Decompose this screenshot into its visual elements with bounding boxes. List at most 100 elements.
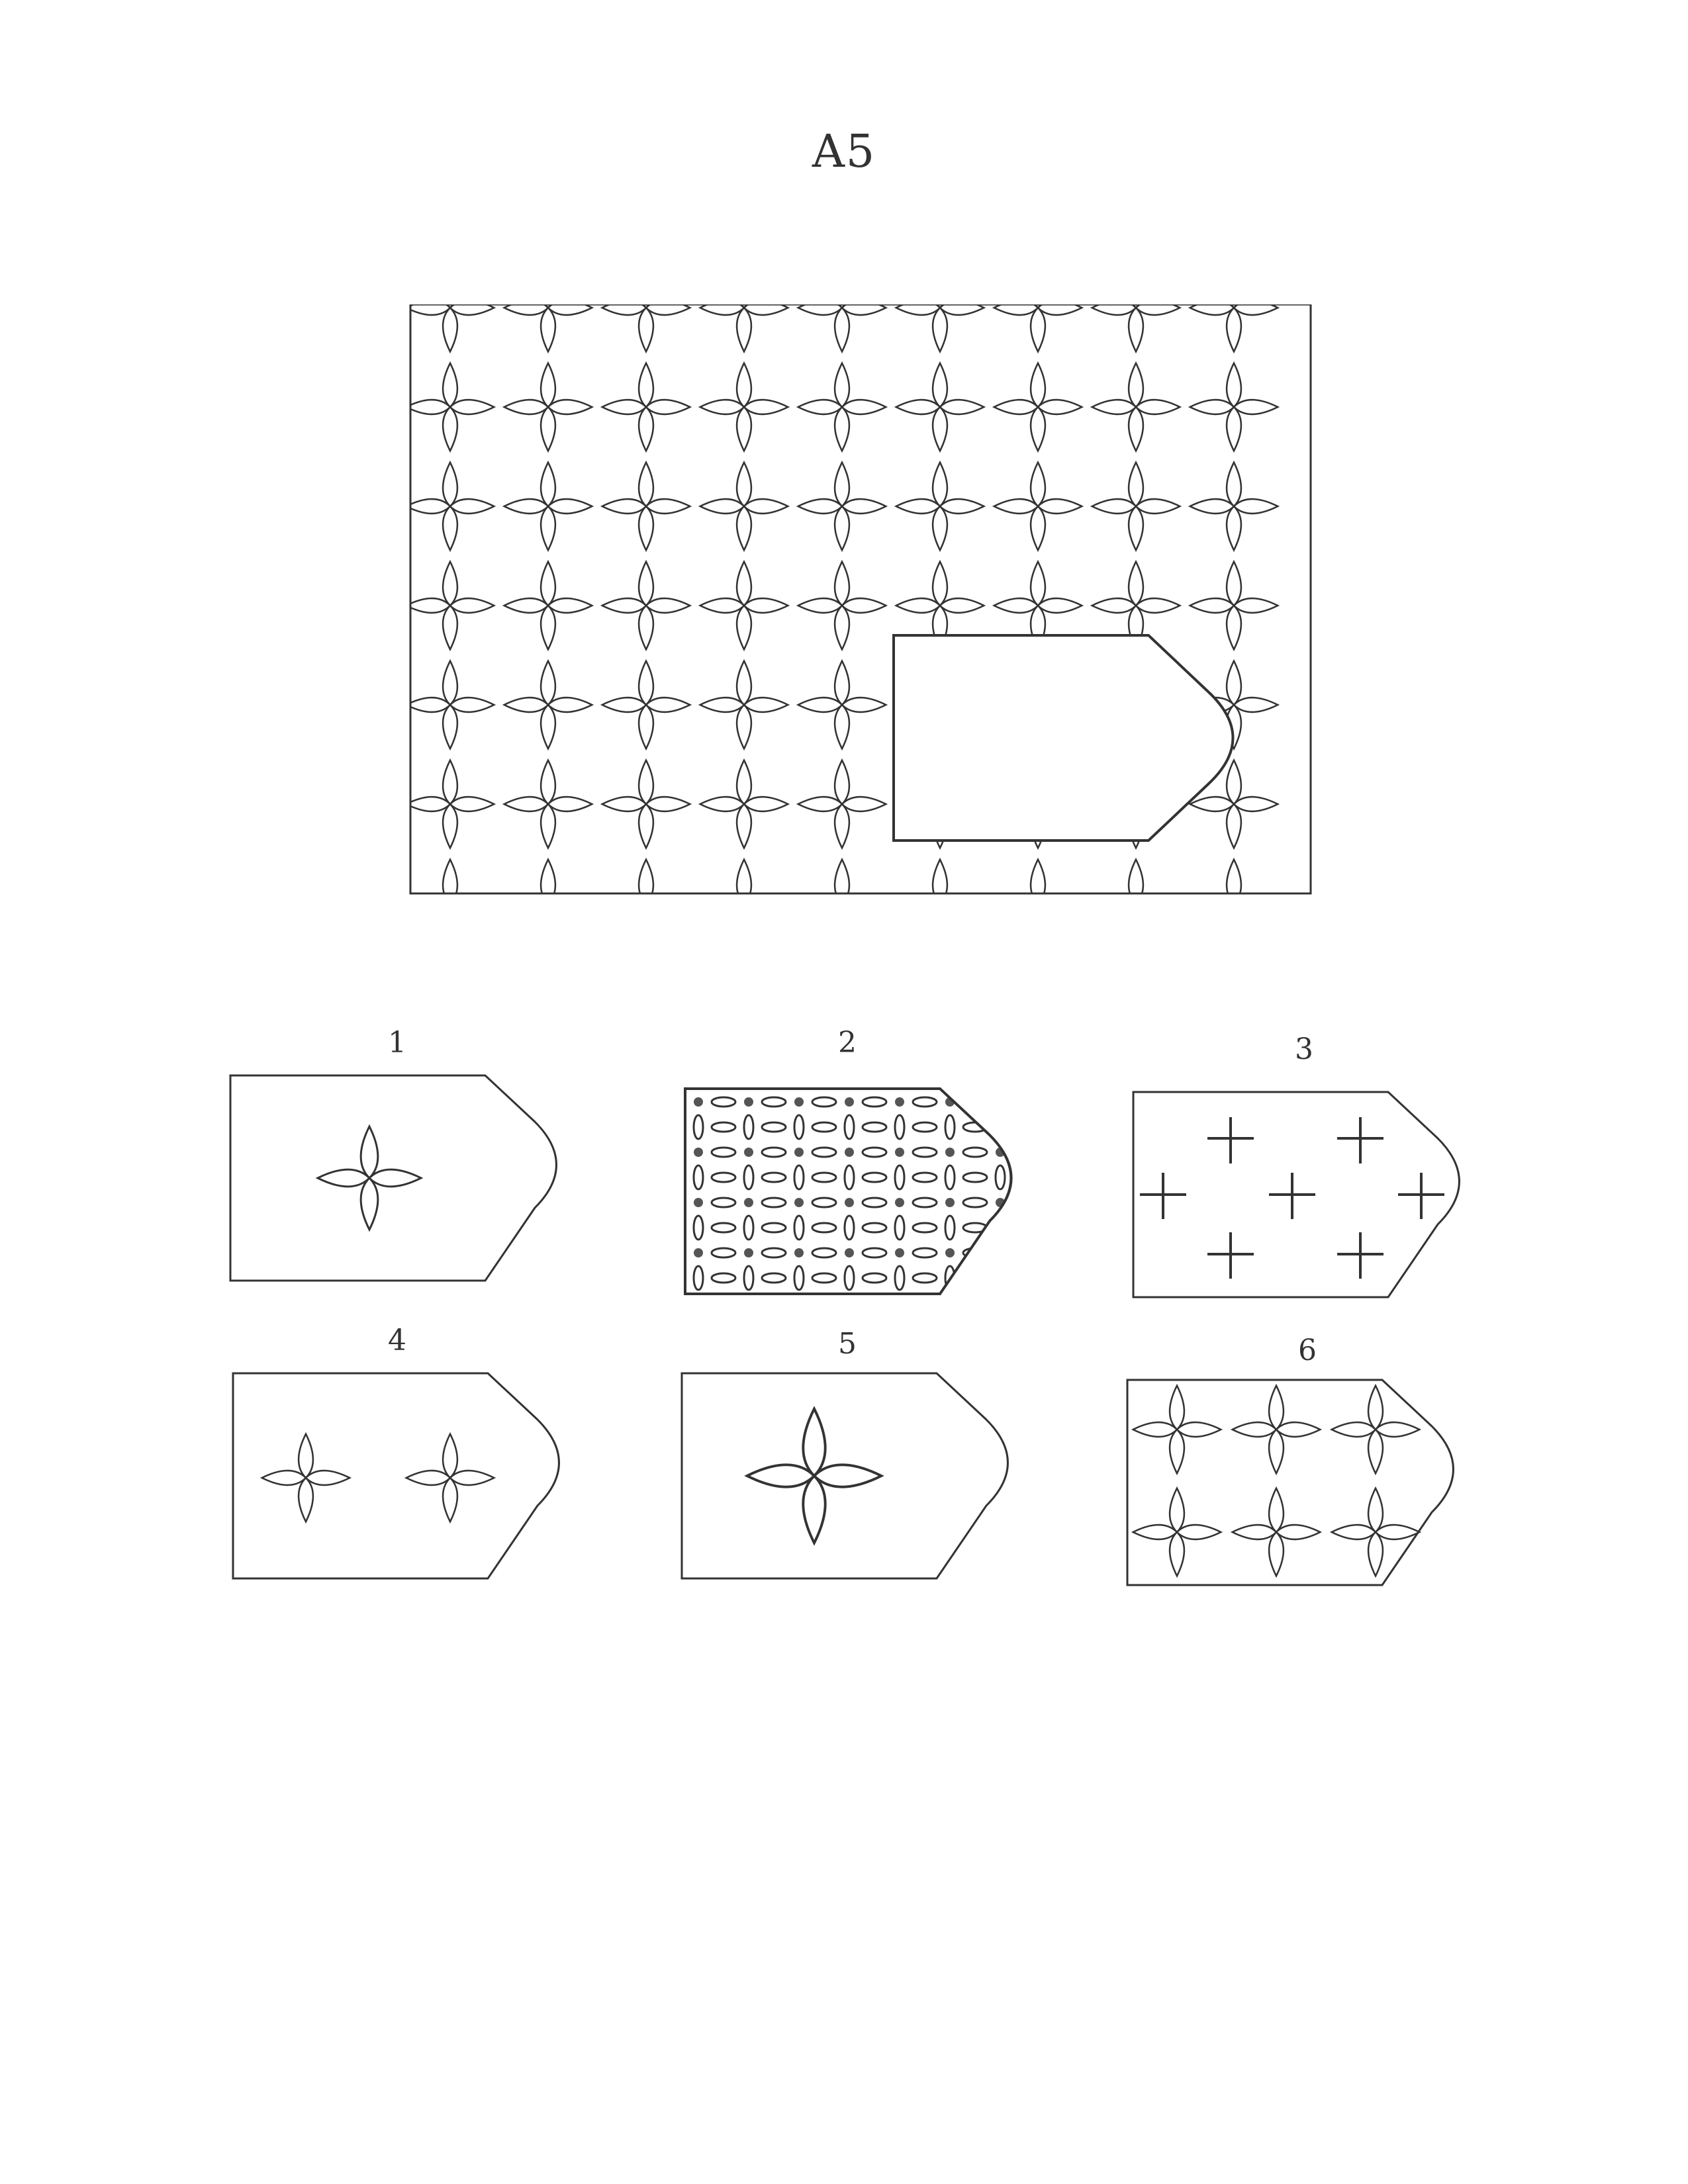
petal-mark — [861, 1197, 888, 1208]
petal-mark — [761, 1272, 787, 1284]
petal-mark — [743, 1265, 755, 1291]
flower-icon — [601, 362, 691, 452]
flower-icon — [993, 461, 1083, 551]
petal-mark — [861, 1222, 888, 1234]
petal-mark — [963, 1298, 987, 1308]
petal-mark — [994, 1114, 1006, 1140]
petal-mark — [994, 1265, 1006, 1291]
option-1[interactable] — [229, 1074, 575, 1287]
petal-mark — [811, 1146, 837, 1158]
option-3[interactable] — [1132, 1091, 1477, 1304]
dot-mark — [996, 1298, 1005, 1308]
flower-icon — [503, 561, 593, 651]
petal-mark — [962, 1146, 988, 1158]
flower-icon — [410, 304, 495, 353]
page-title: A5 — [812, 126, 876, 178]
petal-mark — [861, 1272, 888, 1284]
petal-mark — [994, 1164, 1006, 1191]
dot-mark — [895, 1097, 904, 1107]
flower-icon — [993, 362, 1083, 452]
option-6-label: 6 — [1298, 1334, 1317, 1367]
petal-mark — [793, 1265, 805, 1291]
petal-mark — [843, 1265, 855, 1291]
dot-mark — [945, 1148, 955, 1157]
petal-mark — [944, 1164, 956, 1191]
flower-icon — [993, 304, 1083, 353]
cross-pattern — [1140, 1117, 1444, 1279]
dot-mark — [996, 1248, 1005, 1257]
main-pattern-figure — [409, 304, 1312, 895]
petal-mark — [762, 1298, 786, 1308]
dot-mark — [794, 1198, 804, 1207]
petal-mark — [712, 1298, 735, 1308]
flower-icon — [410, 461, 495, 551]
flower-icon — [797, 304, 887, 353]
flower-icon — [1132, 1385, 1222, 1475]
petal-mark — [692, 1214, 704, 1241]
petal-mark — [913, 1298, 937, 1308]
flower-icon — [1331, 1385, 1421, 1475]
dot-mark — [895, 1248, 904, 1257]
dot-mark — [794, 1097, 804, 1107]
flower-icon — [895, 362, 985, 452]
dot-mark — [744, 1148, 753, 1157]
petal-mark — [761, 1121, 787, 1133]
flower-icon — [699, 561, 789, 651]
petal-mark — [843, 1214, 855, 1241]
option-3-label: 3 — [1295, 1032, 1313, 1066]
flower-icon — [503, 759, 593, 849]
option-4-label: 4 — [388, 1324, 406, 1357]
dot-mark — [744, 1298, 753, 1308]
option-6[interactable] — [1126, 1379, 1472, 1592]
petal-mark — [912, 1272, 938, 1284]
dot-mark — [744, 1097, 753, 1107]
flower-icon — [1189, 461, 1279, 551]
petal-mark — [912, 1121, 938, 1133]
flower-icon — [1132, 1487, 1222, 1577]
petal-mark — [912, 1197, 938, 1208]
flower-icon — [405, 1433, 495, 1523]
petal-mark — [944, 1214, 956, 1241]
flower-icon — [261, 1433, 351, 1523]
petal-mark — [962, 1096, 988, 1108]
dot-mark — [945, 1198, 955, 1207]
petal-mark — [761, 1146, 787, 1158]
flower-icon — [601, 660, 691, 750]
flower-icon — [797, 660, 887, 750]
dot-mark — [744, 1198, 753, 1207]
flower-icon — [797, 561, 887, 651]
option-1-label: 1 — [388, 1026, 406, 1060]
dot-mark — [895, 1148, 904, 1157]
petal-mark — [692, 1164, 704, 1191]
flower-icon — [1189, 304, 1279, 353]
dot-mark — [945, 1248, 955, 1257]
missing-piece-hole[interactable] — [892, 634, 1235, 842]
option-2[interactable] — [684, 1087, 1029, 1300]
petal-mark — [912, 1096, 938, 1108]
petal-mark — [812, 1298, 836, 1308]
petal-mark — [811, 1197, 837, 1208]
petal-mark — [761, 1171, 787, 1183]
petal-mark — [743, 1114, 755, 1140]
flower-icon — [797, 461, 887, 551]
dot-mark — [845, 1097, 854, 1107]
flower-icon — [699, 759, 789, 849]
petal-mark — [692, 1114, 704, 1140]
flower-icon — [1189, 362, 1279, 452]
petal-mark — [894, 1164, 906, 1191]
petal-mark — [793, 1214, 805, 1241]
petal-mark — [863, 1298, 886, 1308]
petal-mark — [912, 1247, 938, 1259]
petal-mark — [944, 1114, 956, 1140]
dot-mark — [945, 1298, 955, 1308]
petal-mark — [761, 1096, 787, 1108]
option-2-label: 2 — [838, 1026, 857, 1060]
flower-icon — [410, 561, 495, 651]
option-4[interactable] — [232, 1372, 577, 1585]
petal-mark — [692, 1265, 704, 1291]
petal-mark — [811, 1096, 837, 1108]
option-5[interactable] — [680, 1372, 1026, 1585]
petal-mark — [710, 1247, 737, 1259]
dot-mark — [694, 1298, 703, 1308]
petal-mark — [962, 1197, 988, 1208]
